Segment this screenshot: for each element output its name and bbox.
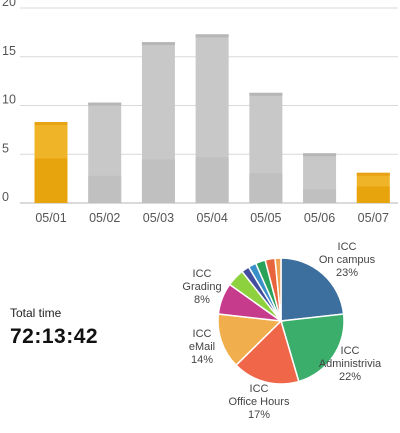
x-tick-label: 05/05 xyxy=(250,211,281,225)
bar-cap xyxy=(356,172,390,176)
y-tick-label: 0 xyxy=(2,190,9,204)
x-tick-label: 05/06 xyxy=(304,211,335,225)
pie-slice-label: ICC Office Hours 17% xyxy=(229,383,290,421)
bar-cap xyxy=(249,92,283,96)
bar-shade xyxy=(195,157,229,203)
bar-chart-y-ticks: 0 5 10 15 20 xyxy=(2,0,16,204)
y-tick-label: 15 xyxy=(2,44,16,58)
bar-shade xyxy=(249,173,283,203)
bar-cap xyxy=(34,122,68,126)
bar-chart-bars xyxy=(34,34,390,204)
pie-slice-label: ICC Administrivia 22% xyxy=(319,345,382,383)
pie-chart-labels: ICC On campus 23% ICC Administrivia 22% ICC Off… xyxy=(182,241,382,421)
bar-cap xyxy=(195,34,229,38)
y-tick-label: 10 xyxy=(2,93,16,107)
bar-cap xyxy=(141,42,175,46)
bar-chart-x-ticks: 05/01 05/02 05/03 05/04 05/05 05/06 05/07 xyxy=(35,211,389,225)
bar-cap xyxy=(303,153,337,157)
bar-cap xyxy=(88,102,122,106)
pie-slice-label: ICC eMail 14% xyxy=(189,328,215,366)
x-tick-label: 05/01 xyxy=(35,211,66,225)
pie-slice xyxy=(280,313,345,383)
bar-shade xyxy=(141,159,175,203)
bar-shade xyxy=(88,175,122,203)
pie-slice xyxy=(235,319,300,385)
pie-chart-slices xyxy=(217,257,345,385)
y-tick-label: 20 xyxy=(2,0,16,9)
y-tick-label: 5 xyxy=(2,141,9,155)
total-time-label: Total time xyxy=(10,306,62,320)
pie-slice xyxy=(217,313,283,367)
pie-slice xyxy=(280,257,345,322)
x-tick-label: 05/02 xyxy=(89,211,120,225)
x-tick-label: 05/04 xyxy=(197,211,228,225)
bar-shade xyxy=(356,186,390,203)
x-tick-label: 05/03 xyxy=(143,211,174,225)
x-tick-label: 05/07 xyxy=(358,211,389,225)
bar-shade xyxy=(34,158,68,203)
total-time-block: Total time 72:13:42 xyxy=(10,306,98,349)
pie-slice-label: ICC On campus 23% xyxy=(319,241,376,279)
bar-shade xyxy=(303,189,337,203)
total-time-value: 72:13:42 xyxy=(10,325,99,348)
pie-slice xyxy=(274,257,282,322)
pie-slice-label: ICC Grading 8% xyxy=(182,268,221,306)
